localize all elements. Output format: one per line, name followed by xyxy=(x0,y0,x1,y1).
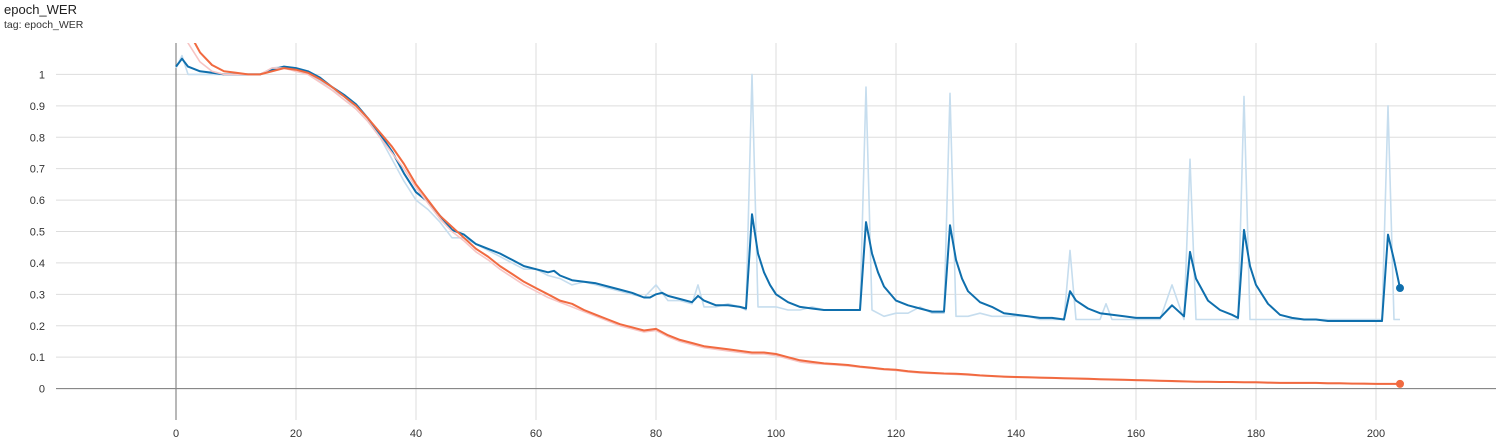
x-tick-label-4: 80 xyxy=(650,428,662,440)
y-tick-label-1: 0.1 xyxy=(30,352,45,364)
y-tick-label-0: 0 xyxy=(39,384,45,396)
x-tick-label-9: 180 xyxy=(1247,428,1265,440)
series-blue-raw-line xyxy=(175,54,1400,321)
y-tick-label-8: 0.8 xyxy=(30,132,45,144)
x-tick-label-1: 20 xyxy=(290,428,302,440)
grid-lines xyxy=(56,43,1496,420)
x-tick-label-0: 0 xyxy=(173,428,179,440)
y-tick-label-5: 0.5 xyxy=(30,227,45,239)
series-orange-end-point xyxy=(1396,379,1404,388)
y-tick-label-10: 1 xyxy=(39,69,45,81)
x-tick-label-7: 140 xyxy=(1007,428,1025,440)
x-tick-label-10: 200 xyxy=(1367,428,1385,440)
x-tick-label-6: 120 xyxy=(887,428,905,440)
tick-labels: 0 20 40 60 80 100 120 140 160 180 200 0 0.1 0.2 0.3 0.4… xyxy=(30,69,1385,440)
plot-area xyxy=(175,43,1401,385)
x-tick-label-8: 160 xyxy=(1127,428,1145,440)
series-blue-end-point xyxy=(1396,284,1404,293)
y-tick-label-2: 0.2 xyxy=(30,321,45,333)
series-orange-smoothed-line xyxy=(193,43,1400,385)
series-blue-smoothed-line xyxy=(175,57,1401,322)
y-tick-label-6: 0.6 xyxy=(30,195,45,207)
x-tick-label-3: 60 xyxy=(530,428,542,440)
series-orange-raw-line xyxy=(187,43,1400,385)
y-tick-label-4: 0.4 xyxy=(30,258,45,270)
chart-title: epoch_WER xyxy=(4,2,77,17)
y-tick-label-7: 0.7 xyxy=(30,164,45,176)
chart-tag: tag: epoch_WER xyxy=(4,19,84,31)
series-group xyxy=(175,43,1404,388)
axes xyxy=(56,43,1496,420)
y-tick-label-9: 0.9 xyxy=(30,101,45,113)
x-tick-label-2: 40 xyxy=(410,428,422,440)
x-tick-label-5: 100 xyxy=(767,428,785,440)
y-tick-label-3: 0.3 xyxy=(30,289,45,301)
